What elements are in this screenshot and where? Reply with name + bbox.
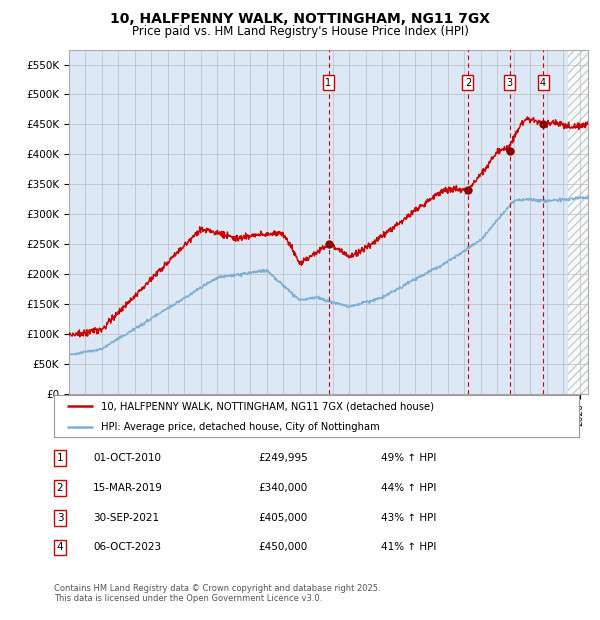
Text: 49% ↑ HPI: 49% ↑ HPI	[381, 453, 436, 463]
Text: £249,995: £249,995	[258, 453, 308, 463]
Text: 4: 4	[56, 542, 64, 552]
Text: 1: 1	[56, 453, 64, 463]
Text: 2: 2	[56, 483, 64, 493]
Text: 41% ↑ HPI: 41% ↑ HPI	[381, 542, 436, 552]
Text: 06-OCT-2023: 06-OCT-2023	[93, 542, 161, 552]
Text: Contains HM Land Registry data © Crown copyright and database right 2025.
This d: Contains HM Land Registry data © Crown c…	[54, 584, 380, 603]
Text: 10, HALFPENNY WALK, NOTTINGHAM, NG11 7GX: 10, HALFPENNY WALK, NOTTINGHAM, NG11 7GX	[110, 12, 490, 27]
Text: Price paid vs. HM Land Registry's House Price Index (HPI): Price paid vs. HM Land Registry's House …	[131, 25, 469, 38]
Text: 15-MAR-2019: 15-MAR-2019	[93, 483, 163, 493]
Text: 3: 3	[56, 513, 64, 523]
Text: £450,000: £450,000	[258, 542, 307, 552]
Text: HPI: Average price, detached house, City of Nottingham: HPI: Average price, detached house, City…	[101, 422, 380, 432]
Text: 44% ↑ HPI: 44% ↑ HPI	[381, 483, 436, 493]
Text: 2: 2	[465, 78, 471, 87]
Text: 1: 1	[325, 78, 332, 87]
Text: 3: 3	[506, 78, 513, 87]
Text: £340,000: £340,000	[258, 483, 307, 493]
Text: 30-SEP-2021: 30-SEP-2021	[93, 513, 159, 523]
Text: £405,000: £405,000	[258, 513, 307, 523]
Text: 4: 4	[540, 78, 546, 87]
Text: 43% ↑ HPI: 43% ↑ HPI	[381, 513, 436, 523]
Text: 10, HALFPENNY WALK, NOTTINGHAM, NG11 7GX (detached house): 10, HALFPENNY WALK, NOTTINGHAM, NG11 7GX…	[101, 401, 434, 411]
Text: 01-OCT-2010: 01-OCT-2010	[93, 453, 161, 463]
